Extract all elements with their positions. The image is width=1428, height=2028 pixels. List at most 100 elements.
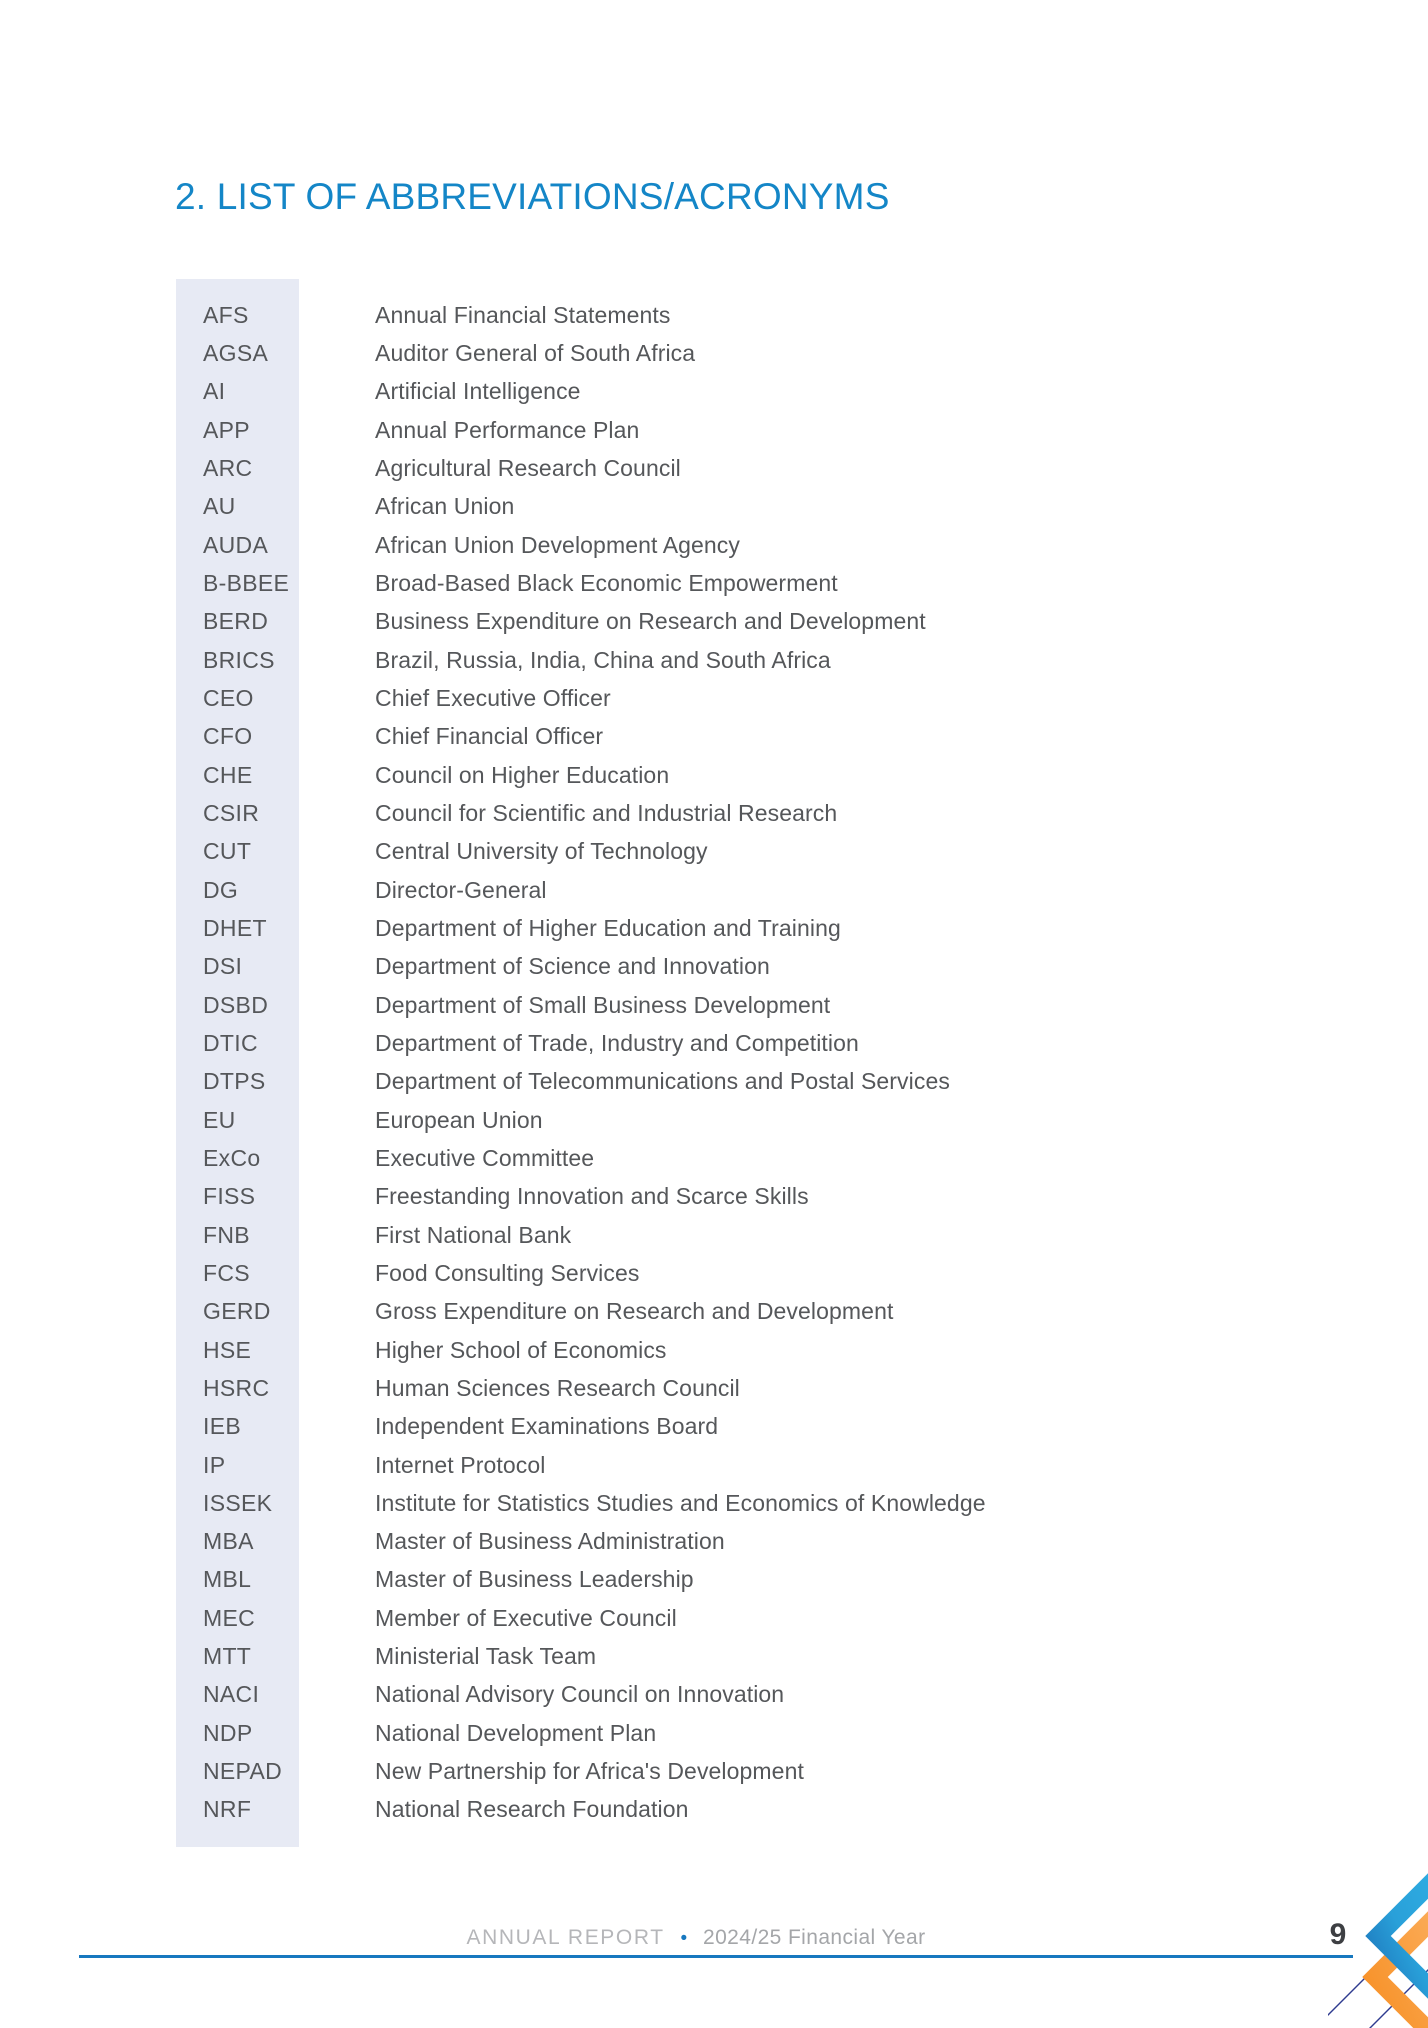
abbreviation-code: NDP xyxy=(203,1719,253,1746)
list-item: DHET Department of Higher Education and … xyxy=(176,909,1326,947)
list-item: AGSA Auditor General of South Africa xyxy=(176,334,1326,372)
list-item: MBA Master of Business Administration xyxy=(176,1523,1326,1561)
abbreviation-code: APP xyxy=(203,416,250,443)
abbreviation-meaning: Master of Business Leadership xyxy=(375,1566,694,1593)
abbreviation-meaning: Higher School of Economics xyxy=(375,1336,667,1363)
abbreviation-code: HSRC xyxy=(203,1374,270,1401)
list-item: AUDA African Union Development Agency xyxy=(176,526,1326,564)
abbreviation-meaning: Department of Higher Education and Train… xyxy=(375,914,841,941)
list-item: DG Director-General xyxy=(176,871,1326,909)
abbreviation-code: BRICS xyxy=(203,646,275,673)
list-item: BERD Business Expenditure on Research an… xyxy=(176,603,1326,641)
abbreviation-meaning: Department of Small Business Development xyxy=(375,991,831,1018)
list-item: HSRC Human Sciences Research Council xyxy=(176,1369,1326,1407)
abbreviation-meaning: Department of Trade, Industry and Compet… xyxy=(375,1029,859,1056)
list-item: IP Internet Protocol xyxy=(176,1446,1326,1484)
list-item: IEB Independent Examinations Board xyxy=(176,1408,1326,1446)
list-item: NRF National Research Foundation xyxy=(176,1791,1326,1829)
abbreviation-meaning: Annual Performance Plan xyxy=(375,416,640,443)
abbreviation-code: GERD xyxy=(203,1298,271,1325)
abbreviation-meaning: Freestanding Innovation and Scarce Skill… xyxy=(375,1183,809,1210)
footer-year-label: 2024/25 Financial Year xyxy=(703,1926,926,1949)
abbreviation-column-band xyxy=(176,279,299,1847)
abbreviation-code: AU xyxy=(203,493,236,520)
list-item: CFO Chief Financial Officer xyxy=(176,718,1326,756)
abbreviation-code: BERD xyxy=(203,608,269,635)
abbreviation-meaning: Auditor General of South Africa xyxy=(375,339,696,366)
abbreviation-meaning: Business Expenditure on Research and Dev… xyxy=(375,608,926,635)
abbreviation-code: IP xyxy=(203,1451,226,1478)
bullet-separator-icon: • xyxy=(680,1928,688,1949)
list-item: NACI National Advisory Council on Innova… xyxy=(176,1676,1326,1714)
abbreviation-code: AFS xyxy=(203,301,249,328)
abbreviation-code: CFO xyxy=(203,723,253,750)
list-item: MEC Member of Executive Council xyxy=(176,1599,1326,1637)
abbreviation-code: NACI xyxy=(203,1681,260,1708)
abbreviation-meaning: Brazil, Russia, India, China and South A… xyxy=(375,646,831,673)
page-number: 9 xyxy=(1329,1918,1347,1951)
footer: ANNUAL REPORT • 2024/25 Financial Year xyxy=(0,1926,1392,1950)
abbreviation-code: FISS xyxy=(203,1183,256,1210)
abbreviation-code: CEO xyxy=(203,684,254,711)
abbreviation-meaning: Director-General xyxy=(375,876,547,903)
abbreviation-meaning: Internet Protocol xyxy=(375,1451,546,1478)
corner-ribbon-graphic-icon xyxy=(1328,1873,1428,2028)
abbreviation-meaning: Executive Committee xyxy=(375,1144,595,1171)
abbreviation-meaning: Council on Higher Education xyxy=(375,761,670,788)
abbreviation-code: MBL xyxy=(203,1566,252,1593)
abbreviation-meaning: Master of Business Administration xyxy=(375,1528,725,1555)
abbreviation-code: DTPS xyxy=(203,1068,266,1095)
abbreviation-code: NEPAD xyxy=(203,1758,283,1785)
list-item: FISS Freestanding Innovation and Scarce … xyxy=(176,1178,1326,1216)
list-item: AI Artificial Intelligence xyxy=(176,373,1326,411)
footer-divider-line xyxy=(79,1955,1353,1958)
abbreviation-list: AFS Annual Financial Statements AGSA Aud… xyxy=(176,296,1326,1829)
abbreviation-code: DHET xyxy=(203,914,267,941)
list-item: EU European Union xyxy=(176,1101,1326,1139)
footer-report-label: ANNUAL REPORT xyxy=(466,1926,665,1949)
list-item: CUT Central University of Technology xyxy=(176,833,1326,871)
list-item: CEO Chief Executive Officer xyxy=(176,679,1326,717)
abbreviation-meaning: Central University of Technology xyxy=(375,838,708,865)
list-item: DTPS Department of Telecommunications an… xyxy=(176,1063,1326,1101)
abbreviation-meaning: Chief Executive Officer xyxy=(375,684,611,711)
list-item: BRICS Brazil, Russia, India, China and S… xyxy=(176,641,1326,679)
abbreviation-code: DG xyxy=(203,876,239,903)
list-item: GERD Gross Expenditure on Research and D… xyxy=(176,1293,1326,1331)
abbreviation-meaning: Independent Examinations Board xyxy=(375,1413,719,1440)
abbreviation-code: MBA xyxy=(203,1528,254,1555)
abbreviation-code: FCS xyxy=(203,1259,250,1286)
abbreviation-meaning: Broad-Based Black Economic Empowerment xyxy=(375,569,838,596)
abbreviation-meaning: Human Sciences Research Council xyxy=(375,1374,740,1401)
list-item: B-BBEE Broad-Based Black Economic Empowe… xyxy=(176,564,1326,602)
abbreviation-meaning: Department of Telecommunications and Pos… xyxy=(375,1068,950,1095)
abbreviation-meaning: Ministerial Task Team xyxy=(375,1643,597,1670)
abbreviation-code: B-BBEE xyxy=(203,569,290,596)
abbreviation-meaning: Member of Executive Council xyxy=(375,1604,677,1631)
abbreviation-meaning: Department of Science and Innovation xyxy=(375,953,770,980)
abbreviation-meaning: European Union xyxy=(375,1106,543,1133)
abbreviation-code: ARC xyxy=(203,454,253,481)
abbreviation-meaning: Agricultural Research Council xyxy=(375,454,681,481)
list-item: FNB First National Bank xyxy=(176,1216,1326,1254)
abbreviation-code: CHE xyxy=(203,761,253,788)
abbreviation-code: ExCo xyxy=(203,1144,261,1171)
abbreviation-code: EU xyxy=(203,1106,236,1133)
page-title: 2. LIST OF ABBREVIATIONS/ACRONYMS xyxy=(175,176,890,217)
abbreviation-meaning: National Development Plan xyxy=(375,1719,657,1746)
abbreviation-meaning: Chief Financial Officer xyxy=(375,723,604,750)
abbreviation-code: NRF xyxy=(203,1796,252,1823)
list-item: MBL Master of Business Leadership xyxy=(176,1561,1326,1599)
list-item: AU African Union xyxy=(176,488,1326,526)
list-item: NDP National Development Plan xyxy=(176,1714,1326,1752)
list-item: DSI Department of Science and Innovation xyxy=(176,948,1326,986)
abbreviation-code: DTIC xyxy=(203,1029,258,1056)
abbreviation-code: AI xyxy=(203,378,226,405)
list-item: NEPAD New Partnership for Africa's Devel… xyxy=(176,1752,1326,1790)
list-item: DTIC Department of Trade, Industry and C… xyxy=(176,1024,1326,1062)
abbreviation-meaning: Annual Financial Statements xyxy=(375,301,671,328)
list-item: ISSEK Institute for Statistics Studies a… xyxy=(176,1484,1326,1522)
abbreviation-code: DSI xyxy=(203,953,243,980)
abbreviation-code: AUDA xyxy=(203,531,269,558)
abbreviation-code: MEC xyxy=(203,1604,256,1631)
